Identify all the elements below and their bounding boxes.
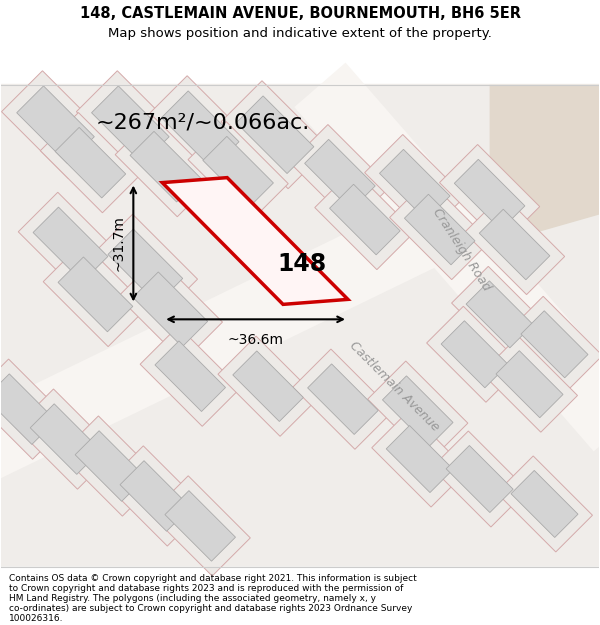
Polygon shape bbox=[40, 112, 140, 212]
Polygon shape bbox=[0, 93, 600, 486]
Polygon shape bbox=[93, 214, 197, 319]
Polygon shape bbox=[146, 76, 254, 184]
Polygon shape bbox=[58, 257, 133, 332]
Text: ~36.6m: ~36.6m bbox=[227, 333, 284, 348]
Polygon shape bbox=[446, 446, 513, 512]
Polygon shape bbox=[120, 461, 191, 531]
Text: ~267m²/~0.066ac.: ~267m²/~0.066ac. bbox=[95, 112, 310, 132]
Polygon shape bbox=[55, 127, 126, 198]
Polygon shape bbox=[290, 124, 390, 225]
Polygon shape bbox=[188, 121, 288, 222]
Polygon shape bbox=[218, 336, 318, 436]
Polygon shape bbox=[305, 139, 375, 210]
Polygon shape bbox=[482, 336, 578, 432]
Polygon shape bbox=[118, 257, 223, 362]
Text: Cranleigh Road: Cranleigh Road bbox=[430, 206, 493, 293]
Polygon shape bbox=[140, 326, 241, 426]
Polygon shape bbox=[466, 281, 533, 348]
Polygon shape bbox=[511, 471, 578, 538]
Polygon shape bbox=[329, 184, 400, 255]
Polygon shape bbox=[33, 207, 108, 282]
Polygon shape bbox=[115, 116, 215, 217]
Polygon shape bbox=[233, 351, 304, 421]
Polygon shape bbox=[162, 177, 348, 304]
Polygon shape bbox=[368, 361, 468, 461]
Polygon shape bbox=[464, 194, 565, 294]
Polygon shape bbox=[30, 404, 101, 474]
Polygon shape bbox=[382, 376, 453, 446]
Polygon shape bbox=[130, 131, 200, 202]
Polygon shape bbox=[18, 192, 122, 297]
Polygon shape bbox=[203, 136, 274, 207]
Polygon shape bbox=[404, 194, 475, 265]
Polygon shape bbox=[105, 446, 205, 546]
Text: Map shows position and indicative extent of the property.: Map shows position and indicative extent… bbox=[108, 28, 492, 41]
Polygon shape bbox=[60, 416, 160, 516]
Polygon shape bbox=[389, 179, 490, 279]
Bar bbox=[1, 84, 599, 569]
Polygon shape bbox=[506, 296, 600, 392]
Polygon shape bbox=[440, 144, 540, 245]
Polygon shape bbox=[75, 431, 146, 501]
Polygon shape bbox=[372, 411, 468, 507]
Polygon shape bbox=[0, 359, 71, 459]
Polygon shape bbox=[155, 341, 226, 411]
Polygon shape bbox=[479, 209, 550, 280]
Polygon shape bbox=[454, 159, 525, 230]
Polygon shape bbox=[165, 491, 235, 561]
Polygon shape bbox=[521, 311, 588, 378]
Polygon shape bbox=[43, 242, 148, 347]
Polygon shape bbox=[133, 272, 208, 347]
Polygon shape bbox=[427, 306, 523, 402]
Polygon shape bbox=[92, 86, 169, 164]
Text: ~31.7m: ~31.7m bbox=[112, 216, 125, 271]
Text: 100026316.: 100026316. bbox=[8, 614, 63, 622]
Polygon shape bbox=[496, 351, 563, 418]
Polygon shape bbox=[315, 169, 415, 269]
Bar bbox=[1, 0, 599, 85]
Polygon shape bbox=[0, 374, 56, 444]
Text: Castlemain Avenue: Castlemain Avenue bbox=[347, 339, 442, 434]
Polygon shape bbox=[150, 476, 250, 576]
Text: to Crown copyright and database rights 2023 and is reproduced with the permissio: to Crown copyright and database rights 2… bbox=[8, 584, 403, 592]
Polygon shape bbox=[452, 266, 548, 362]
Polygon shape bbox=[161, 91, 239, 169]
Text: Contains OS data © Crown copyright and database right 2021. This information is : Contains OS data © Crown copyright and d… bbox=[8, 574, 416, 582]
Polygon shape bbox=[76, 71, 184, 179]
Polygon shape bbox=[221, 81, 329, 189]
Polygon shape bbox=[386, 426, 453, 493]
Polygon shape bbox=[293, 349, 393, 449]
Polygon shape bbox=[308, 364, 378, 434]
Text: 148: 148 bbox=[277, 253, 326, 276]
Polygon shape bbox=[108, 229, 183, 304]
Polygon shape bbox=[431, 431, 527, 527]
Polygon shape bbox=[365, 134, 465, 235]
Polygon shape bbox=[236, 96, 314, 174]
Polygon shape bbox=[441, 321, 508, 388]
Text: co-ordinates) are subject to Crown copyright and database rights 2023 Ordnance S: co-ordinates) are subject to Crown copyr… bbox=[8, 604, 412, 612]
Text: 148, CASTLEMAIN AVENUE, BOURNEMOUTH, BH6 5ER: 148, CASTLEMAIN AVENUE, BOURNEMOUTH, BH6… bbox=[79, 6, 521, 21]
Polygon shape bbox=[17, 86, 94, 164]
Polygon shape bbox=[379, 149, 450, 220]
Bar bbox=[1, 567, 599, 624]
Polygon shape bbox=[295, 62, 600, 451]
Polygon shape bbox=[2, 71, 109, 179]
Polygon shape bbox=[497, 456, 592, 552]
Polygon shape bbox=[16, 389, 116, 489]
Polygon shape bbox=[490, 85, 599, 234]
Text: HM Land Registry. The polygons (including the associated geometry, namely x, y: HM Land Registry. The polygons (includin… bbox=[8, 594, 376, 602]
